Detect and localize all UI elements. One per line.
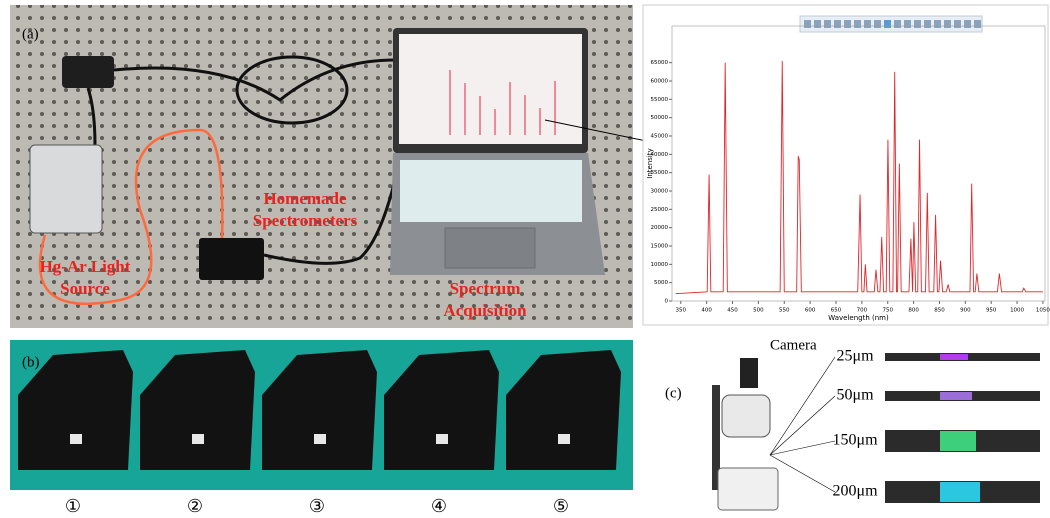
microscope-base	[718, 468, 778, 510]
x-tick-label: 450	[727, 308, 738, 314]
camera	[740, 358, 758, 388]
slit-label: 50μm	[836, 387, 874, 404]
slit-light	[940, 392, 972, 400]
x-tick-label: 800	[908, 308, 919, 314]
box-number: ⑤	[553, 496, 569, 516]
x-tick-label: 350	[676, 308, 687, 314]
toolbar-icon	[814, 20, 821, 28]
toolbar-icon	[914, 20, 921, 28]
y-tick-label: 60000	[651, 79, 669, 85]
panel-label: (b)	[22, 354, 40, 370]
chart-frame	[643, 5, 1048, 325]
x-tick-label: 900	[960, 308, 971, 314]
usb-port	[314, 434, 326, 444]
adapter	[62, 56, 114, 88]
toolbar-icon	[864, 20, 871, 28]
slit-label: 200μm	[832, 483, 878, 500]
toolbar-icon	[904, 20, 911, 28]
toolbar-icon	[964, 20, 971, 28]
y-tick-label: 20000	[651, 225, 669, 231]
figure: (a) Homemade Spectrometers Hg-Ar Light Sourc…	[0, 0, 1050, 518]
pointer	[770, 441, 835, 455]
pointer	[770, 357, 835, 455]
toolbar-icon	[884, 20, 891, 28]
y-tick-label: 55000	[651, 97, 669, 103]
photo-annotation: Homemade	[263, 189, 347, 208]
photo-annotation: Source	[60, 279, 110, 298]
y-tick-label: 45000	[651, 134, 669, 140]
toolbar-icon	[954, 20, 961, 28]
y-tick-label: 30000	[651, 189, 669, 195]
keyboard	[400, 160, 582, 222]
panel-label: (c)	[665, 385, 682, 401]
toolbar-icon	[834, 20, 841, 28]
toolbar-icon	[854, 20, 861, 28]
usb-port	[192, 434, 204, 444]
x-tick-label: 500	[753, 308, 764, 314]
x-tick-label: 1000	[1010, 308, 1024, 314]
usb-port	[558, 434, 570, 444]
slit-light	[940, 354, 968, 360]
toolbar-icon	[874, 20, 881, 28]
pointer	[770, 455, 835, 492]
x-tick-label: 600	[805, 308, 816, 314]
panel-label: (a)	[22, 26, 39, 42]
toolbar-icon	[804, 20, 811, 28]
photo-annotation: Hg-Ar Light	[40, 257, 131, 276]
y-axis-label: Intensity	[646, 148, 654, 178]
y-tick-label: 15000	[651, 244, 669, 250]
x-tick-label: 400	[701, 308, 712, 314]
light-source	[30, 145, 102, 233]
microscope-head	[722, 395, 770, 437]
box-number: ④	[431, 496, 447, 516]
photo-annotation: Spectrometers	[253, 211, 358, 230]
toolbar-icon	[824, 20, 831, 28]
y-tick-label: 0	[665, 299, 669, 305]
x-tick-label: 650	[831, 308, 842, 314]
y-tick-label: 65000	[651, 60, 669, 66]
x-tick-label: 550	[779, 308, 790, 314]
y-tick-label: 5000	[654, 280, 668, 286]
x-axis-label: Wavelength (nm)	[828, 314, 889, 322]
toolbar-icon	[844, 20, 851, 28]
y-tick-label: 10000	[651, 262, 669, 268]
x-tick-label: 950	[986, 308, 997, 314]
box-number: ③	[309, 496, 325, 516]
photo-annotation: Spectrum	[450, 279, 521, 298]
usb-port	[70, 434, 82, 444]
spectrometer	[199, 238, 264, 280]
x-tick-label: 700	[857, 308, 868, 314]
toolbar-icon	[894, 20, 901, 28]
photo-annotation: Acquisition	[443, 301, 527, 320]
slit-label: 150μm	[832, 432, 878, 449]
toolbar-icon	[924, 20, 931, 28]
toolbar-icon	[974, 20, 981, 28]
camera-label: Camera	[770, 337, 817, 353]
x-tick-label: 850	[934, 308, 945, 314]
slit-light	[940, 431, 976, 451]
slit-label: 25μm	[836, 348, 874, 365]
y-tick-label: 50000	[651, 115, 669, 121]
touchpad	[445, 228, 535, 268]
usb-port	[436, 434, 448, 444]
slit-light	[940, 482, 980, 502]
pointer	[770, 396, 835, 455]
y-tick-label: 25000	[651, 207, 669, 213]
x-tick-label: 1050	[1036, 308, 1050, 314]
toolbar-icon	[934, 20, 941, 28]
toolbar-icon	[944, 20, 951, 28]
x-tick-label: 750	[882, 308, 893, 314]
box-number: ①	[65, 496, 81, 516]
box-number: ②	[187, 496, 203, 516]
